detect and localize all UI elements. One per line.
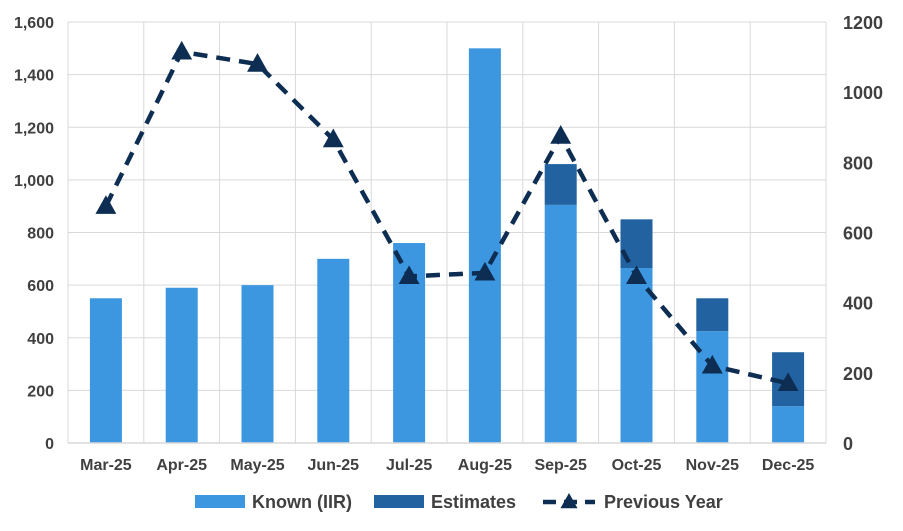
y-left-tick-label: 800	[27, 226, 54, 243]
legend-label-previous-year: Previous Year	[604, 492, 723, 512]
y-right-tick-label: 200	[843, 364, 873, 384]
y-left-tick-label: 600	[27, 278, 54, 295]
legend-label-known-iir: Known (IIR)	[252, 492, 352, 512]
bar-estimates-nov-25	[696, 298, 729, 332]
x-tick-label: Dec-25	[762, 457, 815, 474]
y-right-tick-label: 1200	[843, 13, 883, 33]
legend-swatch-known-iir	[195, 495, 245, 508]
legend: Known (IIR) Estimates Previous Year	[195, 492, 723, 512]
y-right-tick-label: 400	[843, 294, 873, 314]
y-right-tick-label: 600	[843, 224, 873, 244]
y-left-tick-label: 400	[27, 331, 54, 348]
x-tick-label: Nov-25	[686, 457, 739, 474]
marker-previous-year-jun-25	[322, 128, 344, 148]
marker-previous-year-dec-25	[777, 372, 799, 392]
marker-previous-year-oct-25	[626, 265, 647, 285]
bar-series	[89, 48, 805, 443]
x-tick-label: Oct-25	[612, 457, 662, 474]
x-tick-label: Mar-25	[80, 457, 132, 474]
marker-previous-year-mar-25	[95, 195, 117, 214]
x-tick-label: Apr-25	[156, 457, 207, 474]
bar-estimates-oct-25	[620, 219, 653, 269]
bar-estimates-sep-25	[544, 164, 577, 205]
legend-label-estimates: Estimates	[431, 492, 516, 512]
y-left-tick-label: 0	[45, 436, 54, 453]
bar-known-iir-aug-25	[468, 48, 501, 443]
y-left-tick-label: 200	[27, 383, 54, 400]
line-series	[95, 40, 799, 392]
y-left-tick-label: 1,600	[14, 15, 54, 32]
bar-known-iir-apr-25	[165, 287, 198, 443]
marker-previous-year-nov-25	[701, 354, 723, 374]
bar-known-iir-sep-25	[544, 204, 577, 443]
marker-previous-year-apr-25	[171, 40, 193, 60]
marker-previous-year-aug-25	[474, 261, 496, 281]
bar-known-iir-mar-25	[89, 298, 122, 443]
bar-known-iir-nov-25	[696, 331, 729, 443]
line-previous-year	[103, 49, 789, 386]
y-right-tick-label: 0	[843, 434, 853, 454]
bar-known-iir-may-25	[241, 285, 274, 443]
gridlines	[67, 21, 827, 444]
marker-previous-year-jul-25	[398, 265, 420, 285]
y-right-tick-label: 1000	[843, 83, 883, 103]
bar-known-iir-dec-25	[772, 406, 805, 443]
y-left-tick-label: 1,400	[14, 68, 54, 85]
y-right-tick-label: 800	[843, 153, 873, 173]
marker-previous-year-sep-25	[550, 125, 572, 144]
y-left-tick-label: 1,000	[14, 173, 54, 190]
x-tick-label: Jul-25	[386, 457, 432, 474]
axes: 0 200 400 600 800 1,000 1,200 1,400 1,600 0 200 400…	[14, 13, 883, 474]
legend-marker-previous-year	[560, 493, 578, 509]
x-tick-label: May-25	[230, 457, 284, 474]
x-tick-label: Aug-25	[458, 457, 512, 474]
marker-previous-year-may-25	[247, 53, 268, 72]
x-tick-label: Jun-25	[308, 457, 360, 474]
legend-swatch-estimates	[374, 495, 424, 508]
x-tick-label: Sep-25	[534, 457, 587, 474]
bar-known-iir-jun-25	[317, 258, 350, 443]
y-left-tick-label: 1,200	[14, 120, 54, 137]
bar-known-iir-oct-25	[620, 268, 653, 443]
